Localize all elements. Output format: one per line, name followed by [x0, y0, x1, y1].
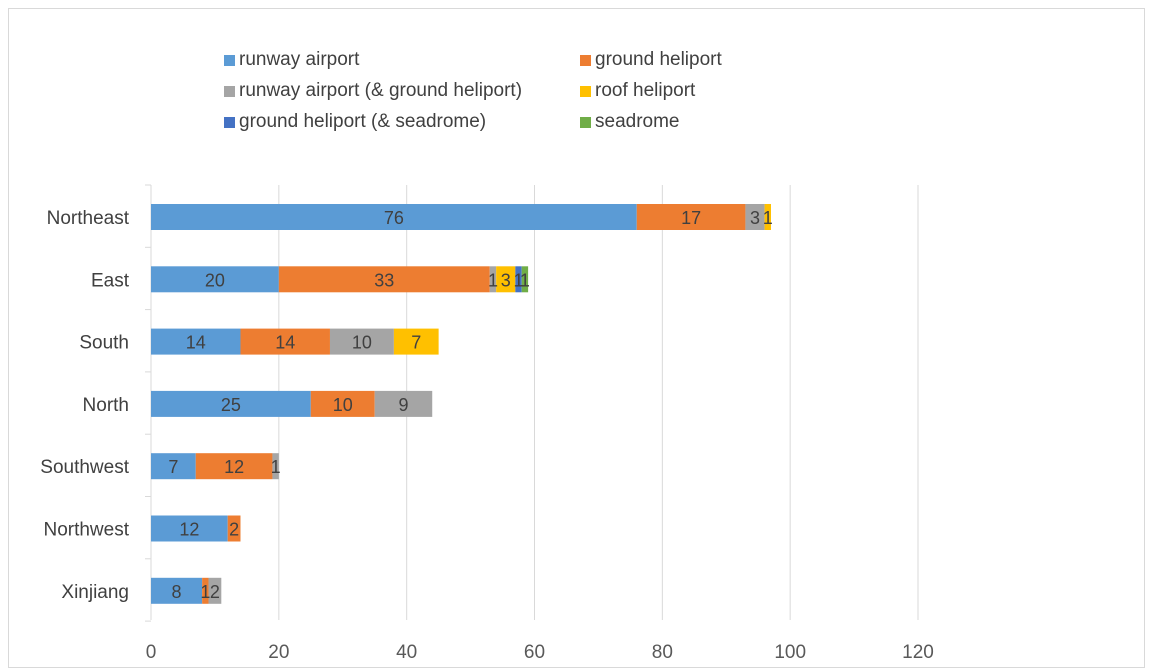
bar-segment [151, 266, 279, 293]
legend-item: ground heliport [580, 49, 722, 71]
data-label: 9 [398, 395, 408, 415]
category-label: Xinjiang [61, 582, 129, 603]
bar-segment [227, 515, 241, 542]
data-label: 3 [750, 208, 760, 228]
data-label: 20 [205, 270, 225, 290]
legend: runway airport ground heliport runway airp… [0, 0, 1149, 160]
data-label: 8 [172, 582, 182, 602]
bar-segment [151, 390, 311, 417]
legend-item: ground heliport (& seadrome) [224, 111, 486, 133]
bar-segment [202, 577, 209, 604]
data-label: 14 [186, 333, 206, 353]
data-label: 10 [333, 395, 353, 415]
legend-item: seadrome [580, 111, 680, 133]
data-label: 12 [179, 520, 199, 540]
bar-segment [310, 390, 375, 417]
legend-swatch [224, 54, 235, 66]
legend-swatch [580, 116, 591, 128]
bar-segment [745, 204, 765, 230]
x-tick-label: 120 [902, 642, 934, 663]
bar-segment [496, 266, 516, 293]
data-label: 33 [374, 270, 394, 290]
bar-segment [521, 266, 529, 293]
legend-swatch [580, 54, 591, 66]
data-label: 25 [221, 395, 241, 415]
legend-label: roof heliport [595, 80, 696, 101]
data-label: 12 [224, 457, 244, 477]
bar-segment [151, 577, 203, 604]
bar-segment [208, 577, 222, 604]
data-label: 1 [520, 270, 530, 290]
legend-swatch [580, 85, 591, 97]
legend-label: ground heliport [595, 49, 722, 70]
legend-swatch [224, 116, 235, 128]
legend-swatch [224, 85, 235, 97]
category-label: Northeast [47, 208, 130, 229]
data-label: 1 [514, 270, 524, 290]
data-label: 3 [501, 270, 511, 290]
bar-segment [489, 266, 497, 293]
bar-segment [636, 204, 746, 230]
category-label: Southwest [40, 457, 129, 478]
data-label: 1 [763, 208, 773, 228]
category-label: North [83, 395, 129, 416]
bar-segment [278, 266, 490, 293]
category-label: Northwest [43, 520, 129, 541]
data-label: 1 [488, 270, 498, 290]
category-label: East [91, 270, 130, 291]
x-tick-label: 20 [268, 642, 289, 663]
data-label: 7 [411, 333, 421, 353]
bar-segment [151, 328, 241, 355]
x-tick-label: 60 [524, 642, 545, 663]
x-tick-label: 100 [774, 642, 806, 663]
bar-segment [151, 515, 228, 542]
data-label: 1 [200, 582, 210, 602]
x-tick-label: 40 [396, 642, 417, 663]
data-label: 14 [275, 333, 295, 353]
legend-label: ground heliport (& seadrome) [239, 111, 487, 132]
bar-segment [240, 328, 330, 355]
bar-segment [272, 453, 279, 480]
legend-item: roof heliport [580, 80, 695, 102]
data-label: 10 [352, 333, 372, 353]
category-label: South [79, 333, 129, 354]
bar-segment [764, 204, 771, 230]
data-label: 1 [271, 457, 281, 477]
data-label: 17 [681, 208, 701, 228]
legend-item: runway airport (& ground heliport) [224, 80, 522, 102]
x-tick-label: 80 [652, 642, 673, 663]
bar-segment [151, 204, 637, 230]
legend-label: seadrome [595, 111, 680, 132]
data-label: 76 [384, 208, 404, 228]
bar-segment [151, 453, 196, 480]
data-label: 2 [229, 520, 239, 540]
legend-item: runway airport [224, 49, 359, 71]
bar-segment [374, 390, 433, 417]
bar-segment [329, 328, 394, 355]
bar-segment [393, 328, 439, 355]
bar-segment [515, 266, 522, 293]
legend-label: runway airport [239, 49, 360, 70]
bar-segment [195, 453, 273, 480]
legend-label: runway airport (& ground heliport) [239, 80, 523, 101]
x-tick-label: 0 [146, 642, 157, 663]
data-label: 7 [168, 457, 178, 477]
data-label: 2 [210, 582, 220, 602]
